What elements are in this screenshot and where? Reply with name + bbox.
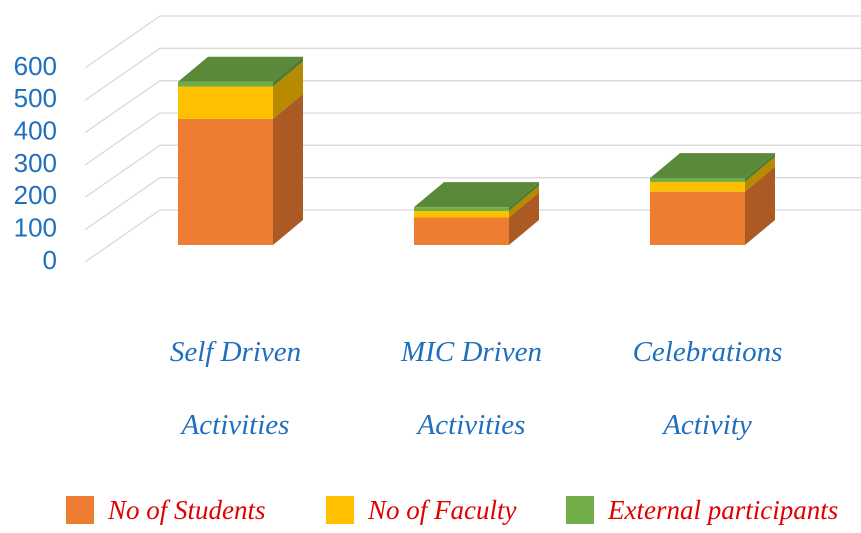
y-tick-label: 300 [14,148,57,178]
bar-side [509,186,539,218]
y-tick-label: 0 [43,245,57,275]
x-tick-label: Self Driven Activities [169,336,302,441]
grid-line [84,177,861,231]
grid-line [84,15,861,69]
bar [178,86,273,119]
grid-line [84,80,861,134]
bar-side [745,153,775,182]
bar-top [650,153,775,179]
y-tick-label: 600 [14,51,57,81]
bar-side [745,156,775,192]
bar [650,178,745,182]
grid-line [84,47,861,101]
grid-line [84,112,861,166]
bar-side [509,192,539,245]
bar [414,217,509,245]
bar [178,118,273,245]
y-tick-label: 500 [14,83,57,113]
bar-top [414,182,539,208]
x-tick-label: Celebrations Activity [632,336,783,441]
bar [414,211,509,218]
legend-swatch [326,496,354,524]
bar-side [745,166,775,245]
bar [414,207,509,212]
legend-label: No of Faculty [368,495,517,525]
y-tick-label: 100 [14,213,57,243]
bar-side [273,93,303,246]
bar-side [273,56,303,87]
bar-top [178,56,303,82]
bar [650,191,745,245]
y-tick-label: 200 [14,180,57,210]
grid-line [84,144,861,198]
x-tick-label: MIC Driven Activities [401,336,542,441]
bar-side [273,61,303,119]
bar [178,81,273,87]
legend-label: No of Students [108,495,266,525]
legend-swatch [66,496,94,524]
legend-swatch [566,496,594,524]
bar [650,181,745,192]
y-tick-label: 400 [14,116,57,146]
legend-label: External participants [608,495,839,525]
grid-line [84,209,861,263]
bar-side [509,182,539,212]
